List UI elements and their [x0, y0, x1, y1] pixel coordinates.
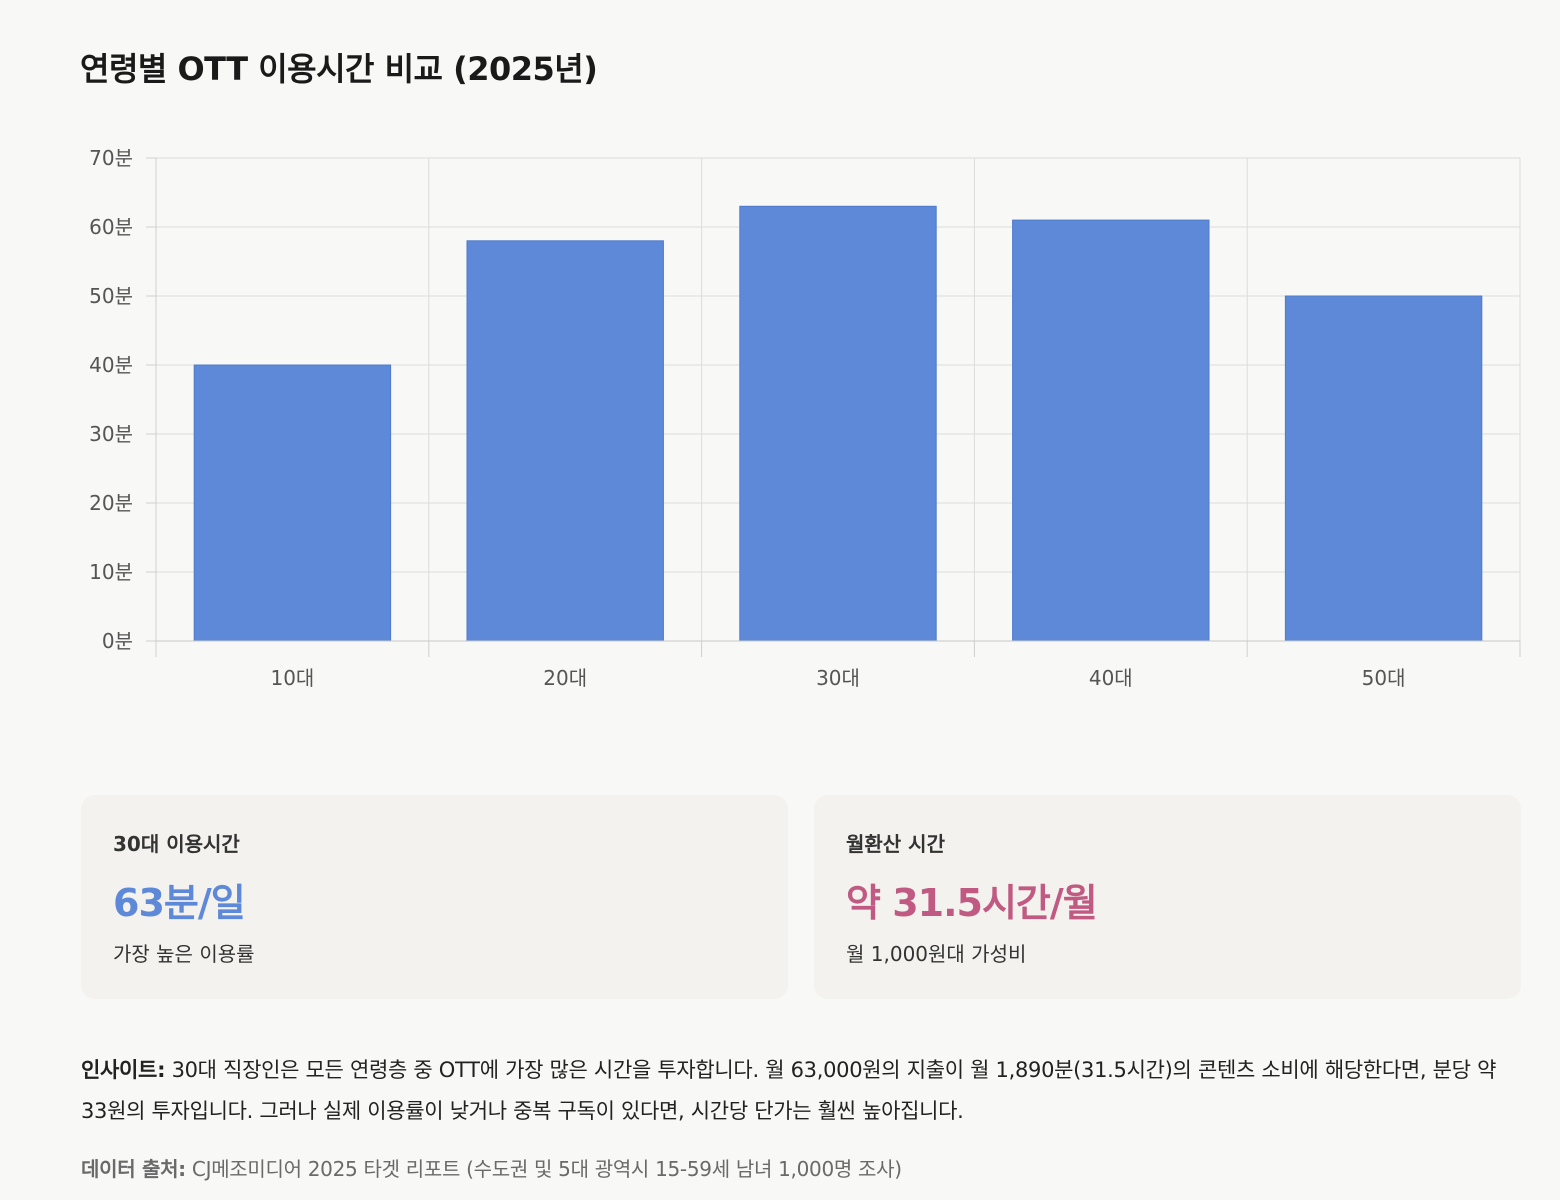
stat-card-monthly-time: 월환산 시간 약 31.5시간/월 월 1,000원대 가성비: [814, 795, 1521, 999]
bar-3: [739, 205, 937, 642]
y-tick-label: 60분: [89, 215, 133, 239]
y-tick-label: 70분: [89, 146, 133, 170]
stat-card-label: 월환산 시간: [846, 832, 945, 856]
y-tick-label: 10분: [89, 560, 133, 584]
bar-1: [193, 364, 392, 642]
chart-axes: [146, 157, 1521, 657]
data-source-lead: 데이터 출처:: [81, 1157, 186, 1181]
x-tick-label: 20대: [543, 666, 587, 690]
bar-2: [466, 240, 664, 642]
y-tick-label: 0분: [102, 629, 133, 653]
chart-bars: [193, 205, 1483, 642]
stat-card-note: 가장 높은 이용률: [113, 942, 255, 966]
x-tick-label: 10대: [270, 666, 314, 690]
y-tick-label: 50분: [89, 284, 133, 308]
insight-paragraph: 인사이트: 30대 직장인은 모든 연령층 중 OTT에 가장 많은 시간을 투…: [81, 1050, 1526, 1132]
bar-chart: 0분 10분 20분 30분 40분 50분 60분 70분 10대 20대 30대 40대 50대: [89, 146, 1521, 690]
page-title: 연령별 OTT 이용시간 비교 (2025년): [80, 50, 598, 88]
x-tick-label: 40대: [1089, 666, 1133, 690]
y-tick-label: 30분: [89, 422, 133, 446]
y-tick-label: 20분: [89, 491, 133, 515]
chart-labels: 0분 10분 20분 30분 40분 50분 60분 70분 10대 20대 30대 40대 50대: [89, 146, 1405, 690]
data-source-text: CJ메조미디어 2025 타겟 리포트 (수도권 및 5대 광역시 15-59세…: [185, 1157, 902, 1181]
stat-card-value: 약 31.5시간/월: [846, 881, 1098, 925]
bar-4: [1012, 219, 1210, 642]
x-tick-label: 50대: [1362, 666, 1406, 690]
stat-card-30s-usage: 30대 이용시간 63분/일 가장 높은 이용률: [81, 795, 788, 999]
stat-card-note: 월 1,000원대 가성비: [846, 942, 1027, 966]
insight-lead: 인사이트:: [81, 1058, 166, 1082]
y-tick-label: 40분: [89, 353, 133, 377]
x-tick-label: 30대: [816, 666, 860, 690]
stat-card-label: 30대 이용시간: [113, 832, 240, 856]
stat-cards: 30대 이용시간 63분/일 가장 높은 이용률 월환산 시간 약 31.5시간…: [81, 795, 1521, 999]
stat-card-value: 63분/일: [113, 881, 246, 925]
insight-text: 30대 직장인은 모든 연령층 중 OTT에 가장 많은 시간을 투자합니다. …: [81, 1058, 1497, 1123]
bar-5: [1284, 295, 1483, 642]
data-source: 데이터 출처: CJ메조미디어 2025 타겟 리포트 (수도권 및 5대 광역…: [81, 1153, 1526, 1182]
